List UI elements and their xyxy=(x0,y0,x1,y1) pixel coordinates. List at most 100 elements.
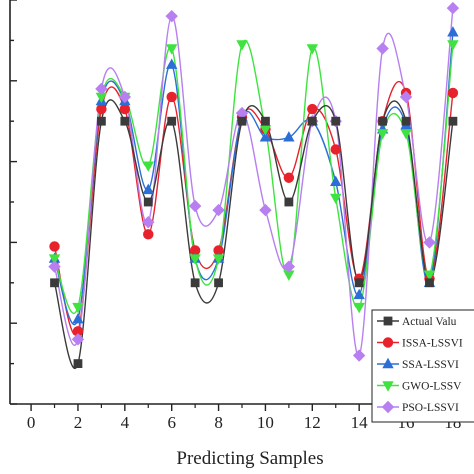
data-point xyxy=(447,26,459,37)
legend-items: Actual Valu ISSA-LSSVI SSA-LSSVI GWO-LSSV PS… xyxy=(377,316,463,414)
x-tick-label: 4 xyxy=(121,413,130,432)
data-point xyxy=(352,349,366,362)
data-point xyxy=(49,241,60,252)
data-point xyxy=(214,278,223,288)
data-point xyxy=(165,44,178,55)
data-point xyxy=(96,116,106,126)
data-point xyxy=(73,359,83,368)
x-tick-label: 2 xyxy=(74,413,83,432)
data-point xyxy=(283,270,295,281)
data-point xyxy=(401,116,411,126)
data-point xyxy=(166,91,177,103)
data-point xyxy=(283,172,295,183)
data-point xyxy=(283,131,295,142)
legend-marker xyxy=(381,400,395,414)
data-point xyxy=(378,116,388,126)
data-point xyxy=(237,116,247,126)
data-point xyxy=(189,245,201,256)
data-point xyxy=(376,129,389,140)
x-tick-label: 0 xyxy=(27,413,36,432)
data-point xyxy=(354,278,364,288)
data-point xyxy=(72,302,84,314)
data-point xyxy=(190,278,200,288)
series-line xyxy=(53,32,454,325)
data-point xyxy=(307,116,317,126)
data-point xyxy=(399,90,413,104)
data-point xyxy=(331,116,341,126)
data-point xyxy=(423,270,436,281)
legend-marker xyxy=(382,357,394,369)
data-point xyxy=(259,203,272,217)
data-point xyxy=(236,40,248,51)
legend: Actual Valu ISSA-LSSVI SSA-LSSVI GWO-LSSV PS… xyxy=(371,309,474,423)
x-tick-label: 6 xyxy=(167,413,176,432)
data-point xyxy=(423,236,436,249)
data-point xyxy=(353,302,365,314)
data-point xyxy=(235,106,249,120)
legend-label: PSO-LSSVI xyxy=(402,402,459,414)
data-point xyxy=(143,197,153,207)
y-axis-ticks xyxy=(10,0,17,405)
data-point xyxy=(306,44,319,55)
x-axis-title: Predicting Samples xyxy=(176,448,323,469)
data-point xyxy=(71,333,85,346)
legend-label: GWO-LSSV xyxy=(402,381,462,393)
x-tick-label: 10 xyxy=(257,413,274,432)
data-point xyxy=(447,40,459,51)
data-point xyxy=(212,254,225,265)
legend-label: ISSA-LSSVI xyxy=(402,338,463,350)
data-point xyxy=(330,175,342,186)
data-point xyxy=(142,161,154,172)
series-markers xyxy=(48,1,460,368)
data-point xyxy=(142,216,155,229)
x-tick-label: 8 xyxy=(214,413,223,432)
data-point xyxy=(353,288,365,300)
data-point xyxy=(48,254,61,265)
data-point xyxy=(261,116,270,126)
data-point xyxy=(165,9,178,23)
data-point xyxy=(72,326,84,337)
series-line xyxy=(53,8,454,357)
data-point xyxy=(118,90,132,104)
series-line xyxy=(53,39,454,315)
data-point xyxy=(189,254,201,265)
data-point xyxy=(120,116,130,126)
legend-marker xyxy=(383,316,393,326)
data-point xyxy=(167,116,177,126)
data-point xyxy=(425,278,434,288)
data-point xyxy=(95,82,108,96)
data-point xyxy=(330,193,342,205)
x-tick-label: 14 xyxy=(351,413,369,432)
data-point xyxy=(259,125,272,136)
data-point xyxy=(400,129,412,140)
data-point xyxy=(143,229,154,240)
data-point xyxy=(165,58,178,69)
data-point xyxy=(72,312,84,324)
data-point xyxy=(48,260,61,273)
data-point xyxy=(119,103,131,115)
series-line xyxy=(53,99,454,369)
legend-marker xyxy=(382,337,394,348)
data-point xyxy=(96,103,107,115)
data-point xyxy=(446,1,460,15)
data-point xyxy=(284,197,294,207)
data-point xyxy=(330,144,341,155)
data-point xyxy=(282,260,296,273)
plot-area: 024681012141618 xyxy=(9,0,474,432)
x-tick-label: 12 xyxy=(304,413,321,432)
data-point xyxy=(212,203,225,217)
data-point xyxy=(95,92,108,104)
data-point xyxy=(447,87,459,99)
legend-label: Actual Valu xyxy=(402,316,457,328)
data-point xyxy=(259,131,272,142)
data-point xyxy=(376,42,389,55)
data-point xyxy=(188,199,202,213)
legend-marker xyxy=(382,381,394,392)
data-point xyxy=(307,103,318,115)
legend-label: SSA-LSSVI xyxy=(402,359,459,371)
data-point xyxy=(213,245,224,256)
data-point xyxy=(50,278,59,288)
data-point xyxy=(448,116,458,126)
data-point xyxy=(142,183,154,195)
